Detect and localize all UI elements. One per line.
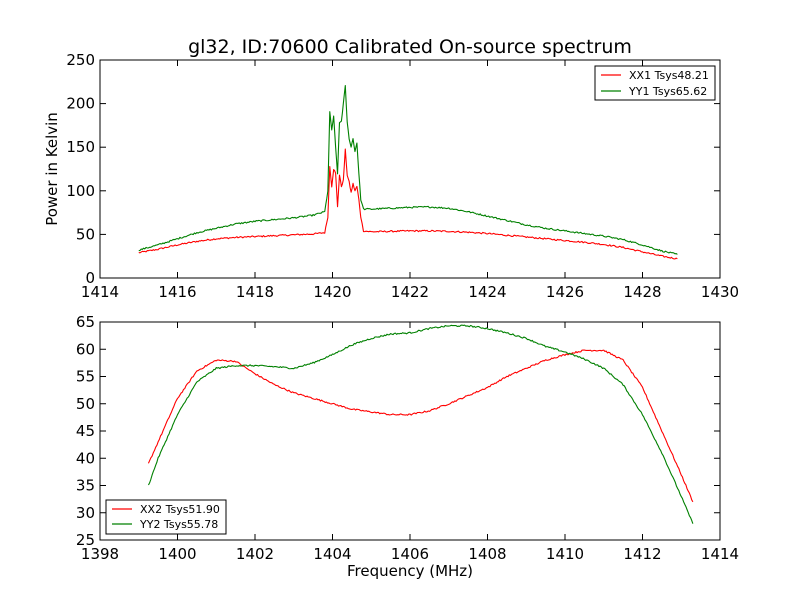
bottom-x-tick-label: 1404 (313, 545, 351, 563)
bottom-panel-ticks: 1398 1400 1402 1404 1406 1408 1410 1412 1414 25 30… (76, 313, 739, 563)
bottom-x-tick-label: 1412 (623, 545, 661, 563)
bottom-x-tick-label: 1400 (158, 545, 196, 563)
top-x-tick-label: 1426 (546, 283, 584, 301)
bottom-legend-label-yy2: YY2 Tsys55.78 (139, 518, 218, 531)
bottom-spectrum-panel: 1398 1400 1402 1404 1406 1408 1410 1412 1414 25 30… (76, 313, 739, 580)
top-legend-label-yy1: YY1 Tsys65.62 (628, 85, 707, 98)
top-legend-box (594, 65, 716, 101)
top-x-tick-label: 1428 (623, 283, 661, 301)
top-y-tick-label: 200 (66, 95, 95, 113)
bottom-series-line-xx (147, 349, 694, 503)
top-y-tick-label: 250 (66, 51, 95, 69)
top-legend-label-xx1: XX1 Tsys48.21 (629, 69, 709, 82)
top-x-tick-label: 1418 (236, 283, 274, 301)
top-x-tick-label: 1422 (391, 283, 429, 301)
bottom-panel-x-axis-label: Frequency (MHz) (347, 562, 473, 580)
top-panel-legend: XX1 Tsys48.21 YY1 Tsys65.62 (594, 65, 716, 101)
top-y-tick-label: 150 (66, 138, 95, 156)
bottom-x-tick-label: 1402 (236, 545, 274, 563)
bottom-y-tick-label: 35 (76, 477, 95, 495)
top-x-tick-label: 1430 (701, 283, 739, 301)
top-x-tick-label: 1416 (158, 283, 196, 301)
top-spectrum-panel: 1414 1416 1418 1420 1422 1424 1426 1428 1430 0 50 1… (43, 51, 739, 301)
top-panel-ticks: 1414 1416 1418 1420 1422 1424 1426 1428 1430 0 50 1… (66, 51, 739, 301)
bottom-y-tick-label: 55 (76, 368, 95, 386)
bottom-x-tick-label: 1414 (701, 545, 739, 563)
bottom-y-tick-label: 50 (76, 395, 95, 413)
top-x-tick-label: 1414 (81, 283, 119, 301)
bottom-y-tick-label: 30 (76, 504, 95, 522)
figure-title: gl32, ID:70600 Calibrated On-source spec… (188, 36, 632, 58)
bottom-y-tick-label: 65 (76, 313, 95, 331)
top-y-tick-label: 0 (85, 269, 95, 287)
top-panel-series (138, 84, 678, 260)
bottom-series-line-yy (147, 324, 694, 524)
top-y-tick-label: 50 (76, 225, 95, 243)
top-y-tick-label: 100 (66, 182, 95, 200)
bottom-y-tick-label: 45 (76, 422, 95, 440)
bottom-x-tick-label: 1410 (546, 545, 584, 563)
top-x-tick-label: 1420 (313, 283, 351, 301)
bottom-legend-box (105, 499, 227, 535)
bottom-legend-label-xx2: XX2 Tsys51.90 (140, 503, 220, 516)
top-series-line-xx (138, 148, 678, 260)
top-series-line-yy (138, 84, 678, 255)
bottom-x-tick-label: 1398 (81, 545, 119, 563)
bottom-y-tick-label: 25 (76, 531, 95, 549)
bottom-x-tick-label: 1406 (391, 545, 429, 563)
bottom-x-tick-label: 1408 (468, 545, 506, 563)
bottom-y-tick-label: 60 (76, 340, 95, 358)
top-panel-y-axis-label: Power in Kelvin (43, 112, 61, 226)
bottom-panel-legend: XX2 Tsys51.90 YY2 Tsys55.78 (105, 499, 227, 535)
top-x-tick-label: 1424 (468, 283, 506, 301)
bottom-panel-series (147, 324, 694, 524)
bottom-y-tick-label: 40 (76, 449, 95, 467)
